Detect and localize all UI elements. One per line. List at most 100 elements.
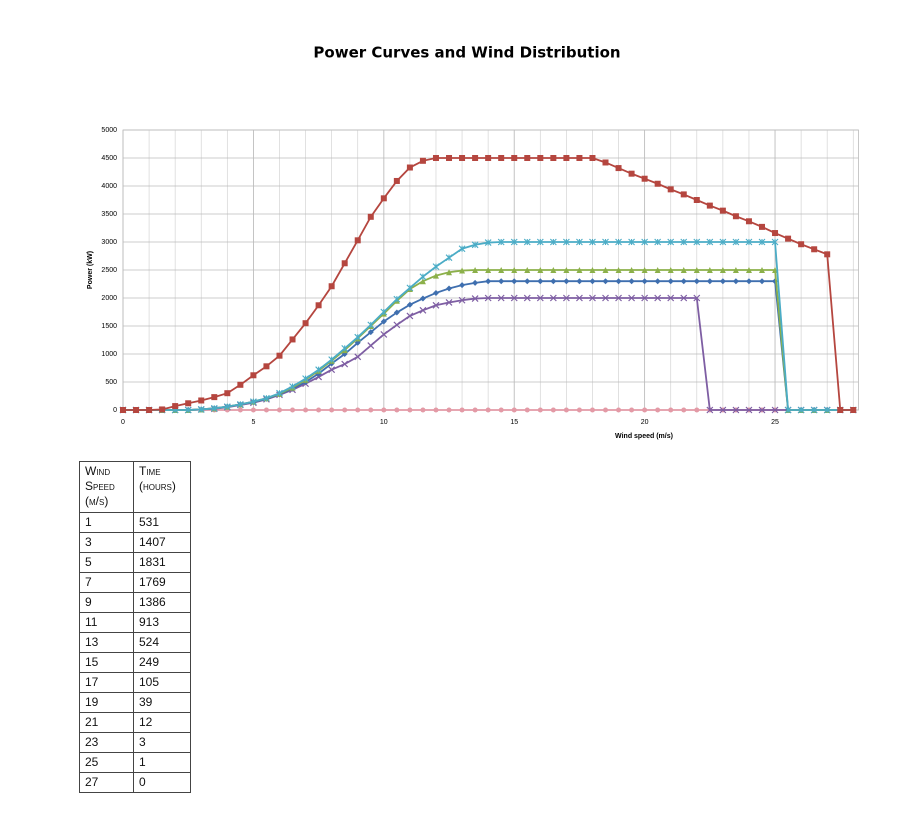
marker [341,260,348,267]
marker [745,238,753,246]
x-axis-label: Wind speed (m/s) [615,433,673,440]
marker [471,295,479,302]
marker [628,278,635,285]
marker [445,299,453,306]
marker [719,278,726,285]
marker [719,207,726,214]
marker [680,191,687,198]
marker [406,312,414,320]
marker [497,294,505,302]
marker [498,155,505,161]
marker [315,366,323,374]
marker [784,406,792,414]
marker [550,267,557,273]
wind-table: Wind Speed (m/s) Time (hours) 1 531 3 1407 5 18… [79,461,191,793]
marker [537,155,544,161]
marker [641,267,648,273]
marker [368,407,374,413]
marker [667,294,675,302]
table-cell: 15 [79,652,134,673]
table-cell: 27 [79,772,134,793]
table-cell: 25 [79,752,134,773]
marker [419,295,426,302]
table-row: 5 1831 [79,552,191,573]
marker [341,345,349,352]
marker [263,363,270,370]
table-cell: 17 [79,672,134,693]
marker [367,329,374,336]
marker [458,245,466,253]
marker [693,267,700,273]
marker [549,294,557,302]
table-row: 9 1386 [79,592,191,613]
marker [706,406,714,414]
marker [524,278,531,285]
marker [758,406,766,414]
marker [811,246,818,253]
marker [693,294,701,302]
marker [719,238,727,246]
marker [745,267,752,273]
marker [589,267,596,273]
marker [524,407,530,413]
table-cell: 531 [133,512,191,533]
marker [393,295,401,303]
x-tick-label: 20 [641,419,649,426]
marker [667,186,674,193]
marker [615,238,622,246]
y-tick-label: 3000 [101,239,117,246]
header-row: Wind Speed (m/s) Time (hours) [79,461,191,513]
marker [537,407,543,413]
table-row: 13 524 [79,632,191,653]
marker [563,278,570,285]
marker [732,238,740,246]
marker [250,398,257,405]
y-tick-label: 2000 [101,295,117,302]
marker [602,159,609,166]
marker [693,197,700,203]
marker [498,267,505,273]
marker [446,407,452,413]
y-axis-label: Power (kW) [87,251,94,289]
marker [602,238,609,246]
marker [367,321,375,329]
marker [263,394,270,402]
marker [732,213,739,220]
marker [655,407,661,413]
marker [537,267,544,273]
marker [432,301,440,309]
marker [576,407,582,413]
marker [276,389,283,397]
marker [642,407,648,413]
marker [785,235,792,242]
marker [380,330,388,338]
marker [342,407,348,413]
marker [471,241,479,249]
marker [302,320,309,327]
marker [732,278,739,285]
marker [367,342,375,350]
marker [485,267,492,273]
marker [394,407,400,413]
marker [706,278,713,285]
marker [758,278,765,285]
header-cell: Wind Speed (m/s) [79,461,134,513]
marker [837,407,844,413]
marker [706,202,713,209]
marker [250,372,257,379]
marker [184,406,192,414]
marker [210,404,218,412]
y-tick-label: 1000 [101,351,117,358]
marker [667,267,674,273]
marker [654,238,662,246]
table-row: 25 1 [79,752,191,773]
marker [458,296,466,304]
table-cell: 524 [133,632,191,653]
marker [732,267,739,273]
marker [328,366,336,374]
table-cell: 13 [79,632,134,653]
marker [615,165,622,172]
marker [693,238,701,246]
table-cell: 1407 [133,532,191,553]
